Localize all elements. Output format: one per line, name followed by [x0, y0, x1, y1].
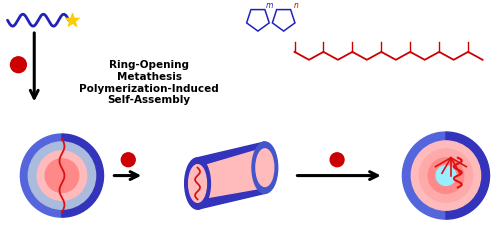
Wedge shape — [62, 151, 86, 200]
Circle shape — [330, 153, 344, 167]
Wedge shape — [28, 142, 62, 209]
Polygon shape — [198, 142, 265, 209]
Wedge shape — [446, 158, 464, 193]
Wedge shape — [428, 158, 446, 193]
Circle shape — [122, 153, 135, 167]
Wedge shape — [446, 141, 480, 210]
Wedge shape — [20, 134, 62, 217]
Ellipse shape — [184, 158, 210, 209]
Polygon shape — [198, 148, 265, 199]
Text: Polymerization-Induced: Polymerization-Induced — [79, 84, 219, 94]
Wedge shape — [446, 132, 490, 219]
Wedge shape — [37, 151, 62, 200]
Wedge shape — [446, 166, 456, 185]
Text: Self-Assembly: Self-Assembly — [108, 95, 190, 105]
Wedge shape — [62, 159, 79, 192]
Wedge shape — [419, 149, 446, 202]
Ellipse shape — [252, 142, 278, 193]
Wedge shape — [62, 134, 104, 217]
Ellipse shape — [188, 165, 206, 202]
Point — [68, 18, 76, 22]
Wedge shape — [412, 141, 446, 210]
Text: Metathesis: Metathesis — [116, 72, 182, 82]
Wedge shape — [402, 132, 446, 219]
Wedge shape — [436, 166, 446, 185]
Wedge shape — [62, 142, 96, 209]
Text: Ring-Opening: Ring-Opening — [109, 60, 189, 70]
Wedge shape — [45, 159, 62, 192]
Circle shape — [10, 57, 26, 73]
Text: m: m — [266, 1, 273, 10]
Ellipse shape — [256, 149, 274, 186]
Text: n: n — [294, 1, 298, 10]
Wedge shape — [446, 149, 472, 202]
